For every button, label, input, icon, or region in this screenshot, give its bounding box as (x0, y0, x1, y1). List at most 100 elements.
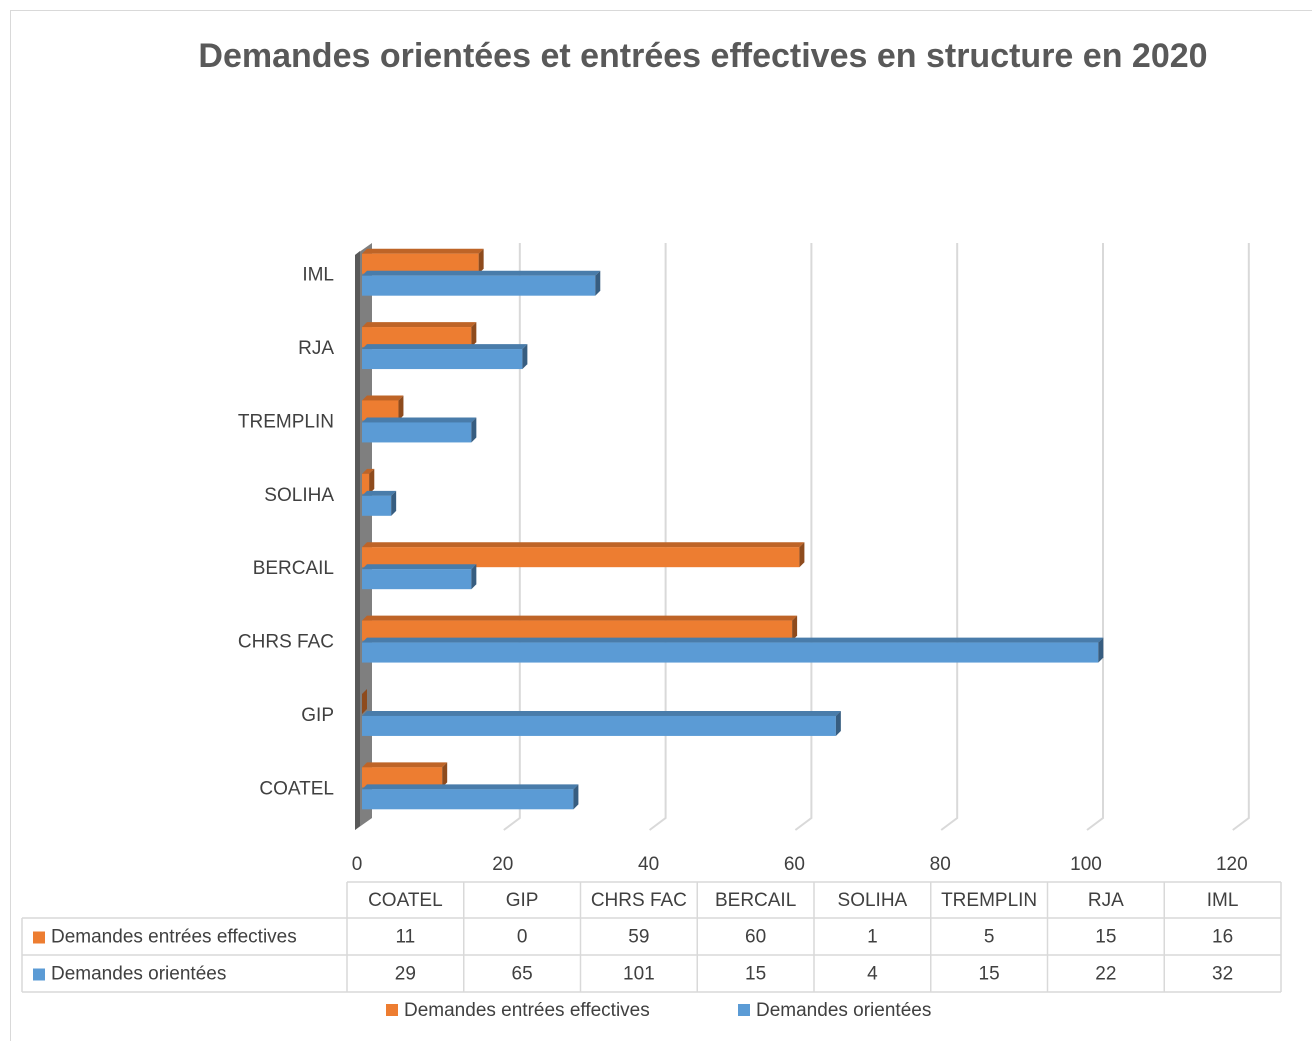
bar (362, 349, 523, 370)
bar (362, 767, 443, 788)
x-tick-label: 20 (492, 854, 513, 875)
table-cell: 15 (979, 964, 1000, 985)
grid-line (503, 243, 521, 831)
table-cell: 29 (395, 964, 416, 985)
bar-side (391, 490, 397, 516)
x-tick-label: 80 (930, 854, 951, 875)
bar (362, 495, 392, 516)
legend-label: Demandes entrées effectives (404, 1000, 650, 1021)
table-header: IML (1207, 890, 1239, 911)
bar-side (522, 344, 528, 370)
x-tick-label: 0 (352, 854, 363, 875)
bar (362, 473, 370, 494)
legend-key (386, 1004, 398, 1016)
table-cell: 59 (628, 927, 649, 948)
bar-side (471, 417, 477, 443)
table-header: TREMPLIN (941, 890, 1037, 911)
grid-line (648, 243, 667, 831)
bar-top (362, 248, 484, 254)
table-cell: 4 (867, 964, 878, 985)
bar-top (362, 615, 798, 621)
legend-key (738, 1004, 750, 1016)
bar-top (362, 344, 528, 350)
bar-top (362, 322, 477, 328)
bar (362, 547, 800, 568)
table-header: CHRS FAC (591, 890, 687, 911)
table-header: BERCAIL (715, 890, 796, 911)
chart-title: Demandes orientées et entrées effectives… (198, 37, 1208, 75)
table-cell: 22 (1095, 964, 1116, 985)
bar-side (595, 270, 601, 296)
grid-line (1086, 243, 1104, 831)
bar-side (362, 688, 367, 714)
y-tick-label: SOLIHA (264, 485, 334, 506)
table-header: RJA (1088, 890, 1124, 911)
table-cell: 60 (745, 927, 766, 948)
y-tick-label: BERCAIL (253, 558, 334, 579)
table-cell: 101 (623, 964, 655, 985)
bar (362, 253, 479, 274)
grid-line (794, 243, 813, 831)
table-cell: 15 (745, 964, 766, 985)
bar-side (471, 322, 477, 348)
bar (362, 422, 472, 443)
bar-side (799, 542, 805, 568)
bar-top (362, 490, 397, 496)
table-header: COATEL (368, 890, 443, 911)
bar-top (362, 762, 448, 768)
bar-side (1098, 637, 1104, 663)
bar (362, 327, 472, 348)
table-row-label: Demandes entrées effectives (51, 927, 297, 948)
grid-line (940, 243, 959, 831)
bar (362, 569, 472, 590)
bar (362, 789, 574, 810)
y-tick-label: IML (302, 265, 334, 286)
bar-side (835, 710, 841, 736)
table-row-label: Demandes orientées (51, 964, 226, 985)
table-cell: 11 (396, 927, 416, 948)
x-tick-label: 100 (1070, 854, 1102, 875)
table-legend-key (33, 931, 45, 944)
x-tick-label: 40 (638, 854, 659, 875)
bar-top (362, 417, 477, 423)
bar (362, 642, 1099, 663)
bar-top (362, 710, 841, 716)
bar-top (362, 784, 579, 790)
table-cell: 65 (512, 964, 533, 985)
table-cell: 1 (867, 927, 878, 948)
table-cell: 16 (1212, 927, 1233, 948)
bar (362, 620, 793, 641)
bar-top (362, 542, 805, 548)
table-header: GIP (506, 890, 539, 911)
table-cell: 15 (1095, 927, 1116, 948)
y-tick-label: CHRS FAC (238, 632, 334, 653)
bar-side (471, 564, 477, 590)
grid-line (1232, 243, 1250, 831)
bar-side (398, 395, 404, 421)
bar (362, 275, 596, 296)
bar (362, 715, 836, 736)
y-tick-label: TREMPLIN (238, 411, 334, 432)
chart-frame (10, 10, 1312, 1041)
y-tick-label: GIP (301, 705, 334, 726)
y-tick-label: COATEL (259, 778, 334, 799)
bar-top (362, 395, 404, 401)
bar-side (369, 468, 375, 494)
table-legend-key (33, 968, 45, 981)
table-cell: 32 (1212, 964, 1233, 985)
bar-side (478, 248, 484, 274)
bar-side (792, 615, 798, 641)
bar-top (362, 270, 601, 276)
bar-side (573, 784, 579, 810)
x-tick-label: 60 (784, 854, 805, 875)
bar-side (442, 762, 448, 788)
table-cell: 0 (517, 927, 528, 948)
bar-top (362, 564, 477, 570)
bar-top (362, 637, 1104, 643)
y-tick-label: RJA (298, 338, 334, 359)
table-header: SOLIHA (838, 890, 908, 911)
bar (362, 400, 399, 421)
legend-label: Demandes orientées (756, 1000, 931, 1021)
